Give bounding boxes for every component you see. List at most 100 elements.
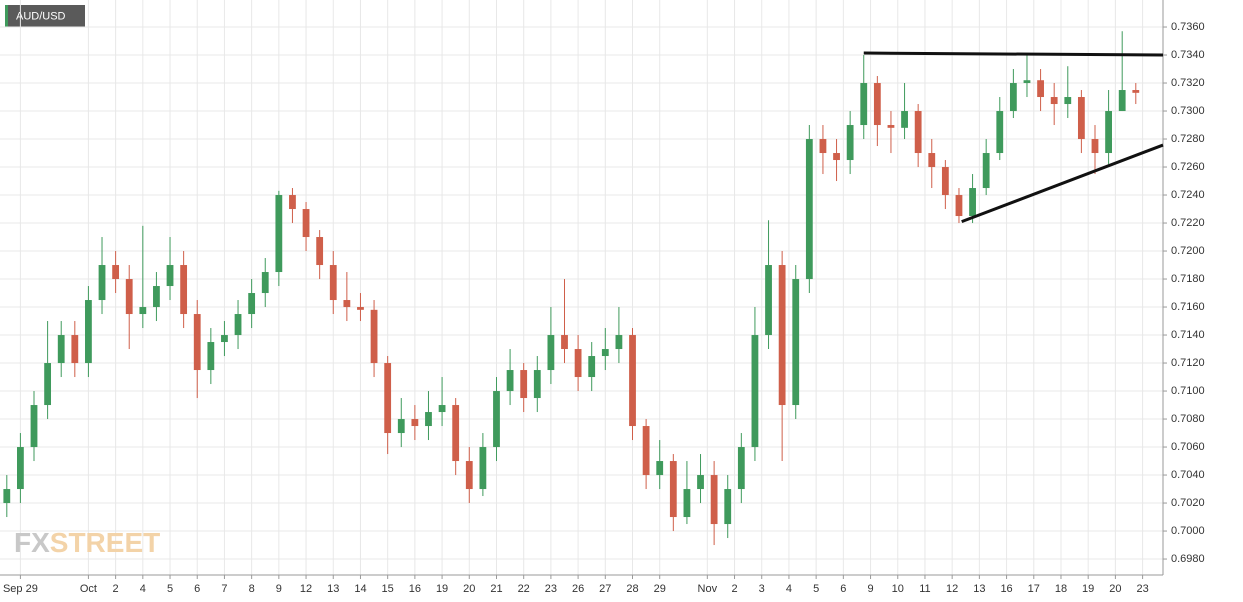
x-tick-label: 14 (354, 583, 366, 595)
candle-body (465, 461, 473, 490)
x-tick-label: 10 (892, 583, 904, 595)
candle-body (370, 309, 378, 364)
candle-body (1105, 111, 1112, 154)
candle-body (112, 265, 120, 280)
candle-body (261, 272, 269, 294)
candle-body (615, 335, 623, 350)
candle-body (153, 286, 160, 308)
x-tick-label: 28 (626, 583, 638, 595)
candle-body (166, 265, 174, 287)
candle-body (996, 111, 1004, 154)
x-tick-label: 7 (221, 583, 227, 595)
y-tick-label: 0.7360 (1171, 21, 1205, 33)
candle-body (792, 279, 800, 406)
trend-line (961, 143, 1164, 224)
x-tick-label: 4 (786, 583, 792, 595)
candle-body (724, 489, 732, 525)
y-tick-label: 0.7040 (1171, 469, 1205, 481)
x-tick-label: 3 (759, 583, 765, 595)
candle-body (384, 363, 392, 434)
x-tick-label: 16 (1000, 583, 1012, 595)
candle-body (343, 300, 351, 308)
candle-body (180, 265, 188, 315)
logo-fx-text: FX (14, 527, 50, 558)
x-tick-label: 18 (1055, 583, 1067, 595)
candle-body (1091, 139, 1099, 154)
x-tick-label: 13 (973, 583, 985, 595)
candle-body (778, 265, 786, 406)
candle-body (901, 111, 908, 128)
candle-body (125, 279, 133, 315)
candle-body (479, 447, 487, 490)
candle-body (17, 447, 24, 490)
x-tick-label: 8 (249, 583, 255, 595)
x-tick-label: 4 (140, 583, 146, 595)
candle-body (887, 125, 895, 128)
candle-body (737, 447, 745, 490)
candle-body (1023, 80, 1031, 84)
candle-body (30, 405, 38, 448)
x-tick-label: 12 (946, 583, 958, 595)
candle-body (751, 335, 759, 448)
y-tick-label: 0.7320 (1171, 77, 1205, 89)
candle-body (248, 293, 256, 315)
candle-body (520, 370, 528, 399)
y-tick-label: 0.7080 (1171, 413, 1205, 425)
symbol-badge (5, 5, 85, 27)
candle-body (914, 111, 922, 154)
y-tick-label: 0.7340 (1171, 49, 1205, 61)
candle-body (601, 349, 609, 357)
y-tick-label: 0.7300 (1171, 105, 1205, 117)
symbol-badge-accent (5, 5, 8, 27)
x-tick-label: 12 (300, 583, 312, 595)
candle-body (805, 139, 813, 280)
x-tick-label: 20 (1109, 583, 1121, 595)
candle-body (493, 391, 500, 448)
candle-body (397, 419, 405, 434)
candle-body (438, 405, 446, 413)
candle-body (289, 195, 296, 210)
candle-body (425, 412, 432, 427)
candle-body (588, 356, 596, 378)
candle-body (71, 335, 79, 364)
y-tick-label: 0.7240 (1171, 189, 1205, 201)
plot: 0.6980 0.7000 0.7020 0.7040 0.7060 0.7080 0.71… (0, 0, 1205, 595)
candle-body (969, 188, 976, 217)
symbol-title: AUD/USD (16, 10, 66, 22)
logo-fx: FXSTREET (14, 527, 160, 558)
y-tick-label: 0.7000 (1171, 525, 1205, 537)
x-tick-label: Nov (698, 583, 718, 595)
candle-body (57, 335, 65, 364)
x-tick-label: 29 (654, 583, 666, 595)
x-tick-label: 6 (840, 583, 846, 595)
candle-body (656, 461, 664, 476)
candle-body (452, 405, 460, 462)
candle-body (234, 314, 242, 336)
candle-body (574, 349, 582, 378)
x-tick-label: Oct (80, 583, 97, 595)
candle-body (561, 335, 568, 350)
y-tick-label: 0.7180 (1171, 273, 1205, 285)
trend-line (863, 51, 1164, 57)
x-tick-label: 21 (490, 583, 502, 595)
candle-body (506, 370, 514, 392)
y-tick-label: 0.7100 (1171, 385, 1205, 397)
candle-body (1050, 97, 1058, 105)
x-tick-label: 6 (194, 583, 200, 595)
candle-body (207, 342, 215, 371)
x-tick-label: 19 (436, 583, 448, 595)
candle-body (98, 265, 106, 301)
candle-body (329, 265, 337, 301)
x-tick-label: 22 (518, 583, 530, 595)
y-tick-label: 0.7060 (1171, 441, 1205, 453)
x-tick-label: 26 (572, 583, 584, 595)
x-tick-label: 11 (919, 583, 930, 595)
candle-body (1009, 83, 1017, 112)
y-tick-label: 0.7160 (1171, 301, 1205, 313)
candle-body (44, 363, 52, 406)
x-tick-label: 16 (409, 583, 421, 595)
logo-street-text: STREET (50, 527, 160, 558)
x-tick-label: 17 (1028, 583, 1040, 595)
candle-body (3, 489, 11, 504)
